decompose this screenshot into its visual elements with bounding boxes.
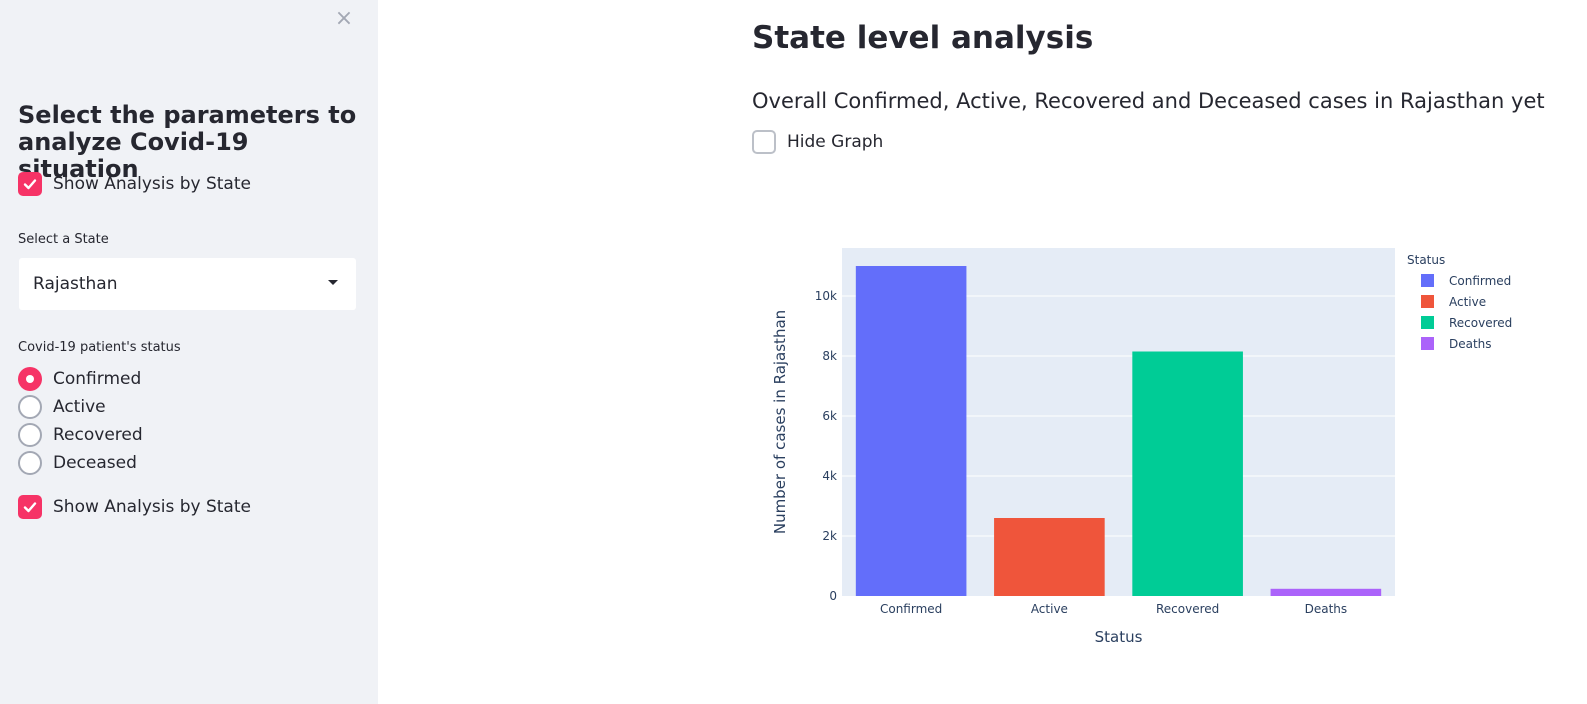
legend-entry: Deaths: [1449, 337, 1492, 351]
legend-entry: Active: [1449, 295, 1486, 309]
radio-recovered[interactable]: Recovered: [18, 422, 143, 448]
bar-chart-svg: 0 2k 4k 6k 8k 10k Confirmed Active Recovered Deat…: [771, 248, 1512, 646]
sidebar: × Select the parameters to analyze Covid…: [0, 0, 378, 704]
x-tick-label: Active: [1031, 602, 1068, 616]
bar-deaths: [1270, 588, 1382, 596]
legend-entry: Confirmed: [1449, 274, 1511, 288]
legend-title: Status: [1407, 253, 1445, 267]
checkbox-checked-icon: [18, 495, 42, 519]
select-state-label: Select a State: [18, 232, 109, 247]
legend-swatch: [1421, 316, 1434, 329]
checkbox-unchecked-icon: [752, 130, 776, 154]
caret-down-icon: [328, 280, 338, 285]
y-axis-title: Number of cases in Rajasthan: [771, 310, 789, 534]
state-select[interactable]: Rajasthan: [19, 258, 356, 310]
sidebar-title: Select the parameters to analyze Covid-1…: [18, 101, 357, 183]
radio-selected-icon: [18, 367, 42, 391]
hide-graph-label: Hide Graph: [787, 132, 884, 152]
y-tick-label: 0: [829, 589, 837, 603]
radio-unselected-icon: [18, 423, 42, 447]
page-subtitle: Overall Confirmed, Active, Recovered and…: [752, 89, 1545, 113]
close-sidebar-icon[interactable]: ×: [334, 6, 354, 31]
status-label: Covid-19 patient's status: [18, 340, 181, 355]
radio-active[interactable]: Active: [18, 394, 106, 420]
legend-swatch: [1421, 337, 1434, 350]
bar-confirmed: [855, 266, 967, 596]
x-tick-label: Confirmed: [880, 602, 942, 616]
radio-label: Deceased: [53, 453, 137, 473]
legend-swatch: [1421, 274, 1434, 287]
y-tick-label: 2k: [822, 529, 837, 543]
bar-chart: 0 2k 4k 6k 8k 10k Confirmed Active Recovered Deat…: [762, 240, 1542, 660]
radio-deceased[interactable]: Deceased: [18, 450, 137, 476]
show-analysis-checkbox-1[interactable]: Show Analysis by State: [18, 171, 251, 197]
legend-entry: Recovered: [1449, 316, 1512, 330]
radio-label: Recovered: [53, 425, 143, 445]
page-title: State level analysis: [752, 20, 1094, 56]
bar-recovered: [1132, 351, 1243, 596]
bar-active: [994, 518, 1105, 596]
y-tick-label: 4k: [822, 469, 837, 483]
radio-confirmed[interactable]: Confirmed: [18, 366, 141, 392]
radio-unselected-icon: [18, 451, 42, 475]
show-analysis-checkbox-2[interactable]: Show Analysis by State: [18, 494, 251, 520]
legend-swatch: [1421, 295, 1434, 308]
hide-graph-checkbox[interactable]: Hide Graph: [752, 130, 883, 154]
x-axis-title: Status: [1095, 628, 1143, 646]
show-analysis-label-2: Show Analysis by State: [53, 497, 251, 517]
y-tick-label: 8k: [822, 349, 837, 363]
checkbox-checked-icon: [18, 172, 42, 196]
radio-label: Active: [53, 397, 106, 417]
y-tick-label: 10k: [815, 289, 837, 303]
show-analysis-label-1: Show Analysis by State: [53, 174, 251, 194]
radio-unselected-icon: [18, 395, 42, 419]
x-tick-label: Deaths: [1305, 602, 1348, 616]
radio-label: Confirmed: [53, 369, 142, 389]
state-select-value: Rajasthan: [33, 274, 118, 294]
x-tick-label: Recovered: [1156, 602, 1219, 616]
y-tick-label: 6k: [822, 409, 837, 423]
